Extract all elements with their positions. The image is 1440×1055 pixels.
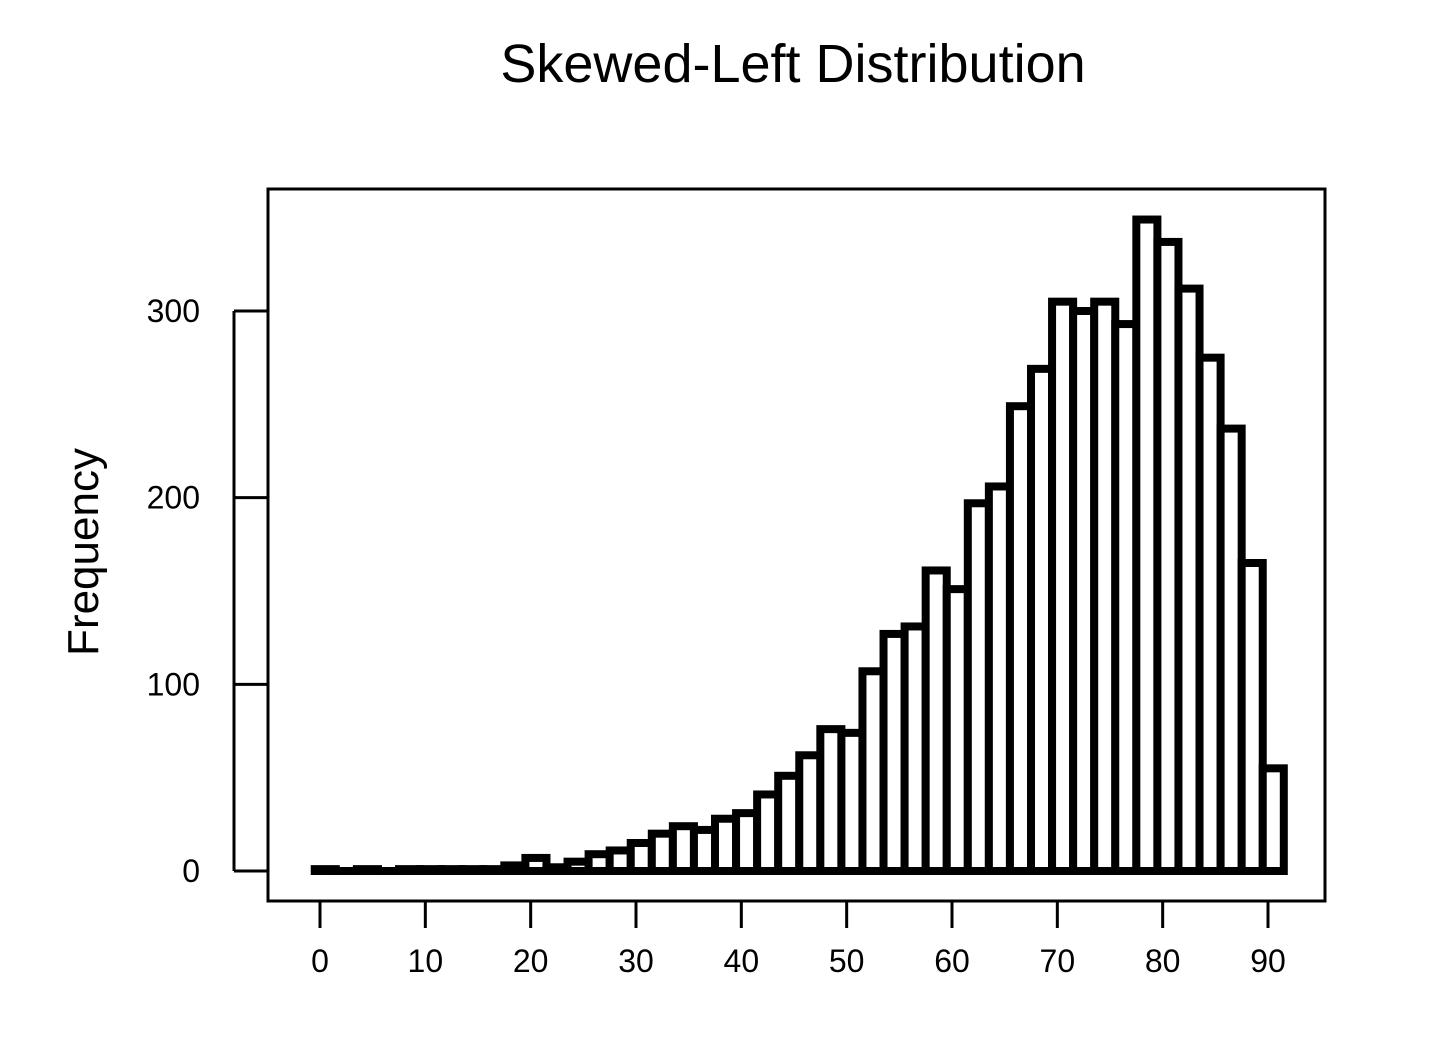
histogram-bar [1237,559,1267,875]
x-axis: 0 10 20 30 40 50 60 70 80 90 [311,899,1286,979]
x-tick-label: 60 [934,943,970,979]
x-tick-label: 10 [408,943,444,979]
histogram-bar [1258,764,1288,875]
x-tick-label: 40 [724,943,760,979]
y-tick-label: 200 [147,480,200,516]
x-tick-label: 90 [1250,943,1286,979]
y-axis-label: Frequency [59,448,108,656]
x-tick-label: 50 [829,943,865,979]
chart-title: Skewed-Left Distribution [500,34,1085,94]
bars-group [310,215,1288,876]
y-tick-label: 0 [182,853,200,889]
y-tick-label: 300 [147,293,200,329]
x-tick-label: 20 [513,943,549,979]
x-tick-label: 80 [1145,943,1181,979]
x-tick-label: 30 [618,943,654,979]
x-tick-label: 70 [1040,943,1076,979]
y-axis: 0 100 200 300 [147,293,268,889]
y-tick-label: 100 [147,666,200,702]
x-tick-label: 0 [311,943,329,979]
